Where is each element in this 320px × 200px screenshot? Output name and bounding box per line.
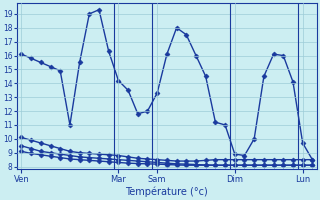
X-axis label: Température (°c): Température (°c) <box>125 187 208 197</box>
